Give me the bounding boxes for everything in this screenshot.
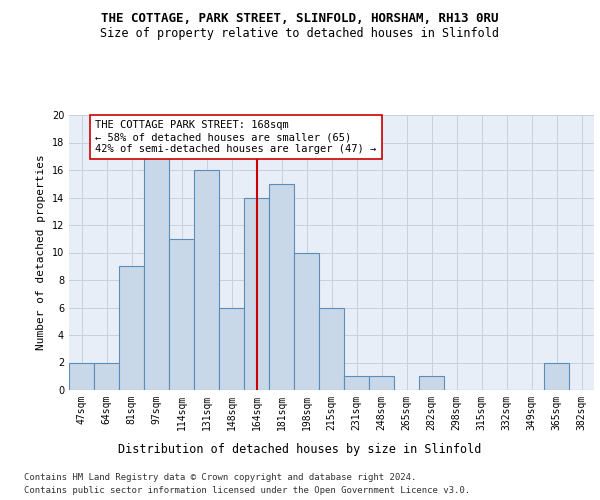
Bar [544,362,569,390]
Bar [144,156,169,390]
Bar [294,252,319,390]
Bar [419,376,444,390]
Bar [69,362,94,390]
Text: Size of property relative to detached houses in Slinfold: Size of property relative to detached ho… [101,28,499,40]
Bar [269,184,294,390]
Bar [169,239,194,390]
Bar [369,376,394,390]
Bar [344,376,369,390]
Bar [119,266,144,390]
Y-axis label: Number of detached properties: Number of detached properties [36,154,46,350]
Bar [94,362,119,390]
Text: Distribution of detached houses by size in Slinfold: Distribution of detached houses by size … [118,442,482,456]
Bar [244,198,269,390]
Text: Contains public sector information licensed under the Open Government Licence v3: Contains public sector information licen… [24,486,470,495]
Bar [319,308,344,390]
Text: THE COTTAGE PARK STREET: 168sqm
← 58% of detached houses are smaller (65)
42% of: THE COTTAGE PARK STREET: 168sqm ← 58% of… [95,120,377,154]
Text: THE COTTAGE, PARK STREET, SLINFOLD, HORSHAM, RH13 0RU: THE COTTAGE, PARK STREET, SLINFOLD, HORS… [101,12,499,26]
Bar [219,308,244,390]
Text: Contains HM Land Registry data © Crown copyright and database right 2024.: Contains HM Land Registry data © Crown c… [24,472,416,482]
Bar [194,170,219,390]
